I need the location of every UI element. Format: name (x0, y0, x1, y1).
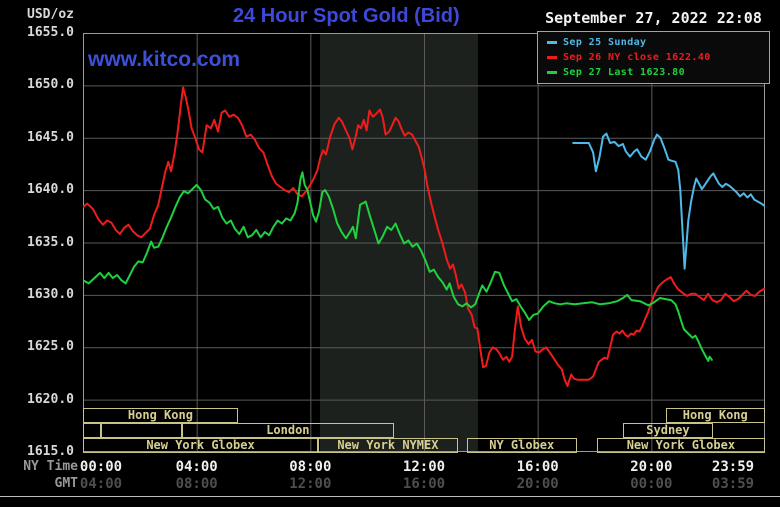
y-tick-label: 1645.0 (27, 129, 74, 145)
y-tick-label: 1650.0 (27, 77, 74, 93)
x-tick-gmt-time: 08:00 (175, 476, 218, 492)
legend-row: Sep 27 Last 1623.80 (547, 67, 769, 78)
x-tick-gmt-time: 00:00 (630, 476, 673, 492)
x-tick-gmt-time: 20:00 (516, 476, 559, 492)
session-box (83, 423, 101, 438)
legend-row: Sep 26 NY close 1622.40 (547, 52, 769, 63)
y-axis-units-label: USD/oz (27, 7, 74, 22)
session-box-hong-kong: Hong Kong (665, 408, 765, 423)
legend-label: Sep 26 NY close 1622.40 (563, 52, 711, 63)
x-tick-ny-time: 16:00 (516, 459, 559, 475)
y-tick-label: 1640.0 (27, 182, 74, 198)
session-box-hong-kong: Hong Kong (83, 408, 238, 423)
session-box-new-york-globex: New York Globex (596, 438, 765, 453)
session-box-london: London (181, 423, 394, 438)
price-line-0 (572, 132, 765, 270)
legend-row: Sep 25 Sunday (547, 37, 769, 48)
y-tick-label: 1615.0 (27, 444, 74, 459)
session-box (100, 423, 182, 438)
plot-border (83, 33, 765, 452)
x-tick-gmt-time: 16:00 (402, 476, 446, 492)
x-tick-gmt-time: 04:00 (79, 476, 123, 492)
x-tick-gmt-time: 12:00 (289, 476, 332, 492)
legend-label: Sep 27 Last 1623.80 (563, 67, 685, 78)
x-tick-ny-time: 23:59 (711, 459, 755, 475)
legend-box: Sep 25 Sunday Sep 26 NY close 1622.40 Sep … (537, 31, 770, 84)
y-tick-label: 1655.0 (27, 25, 74, 40)
x-tick-ny-time: 04:00 (175, 459, 218, 475)
y-tick-label: 1630.0 (27, 286, 74, 302)
chart-timestamp: September 27, 2022 22:08 (545, 9, 762, 27)
price-lines-svg (83, 33, 765, 452)
bottom-divider-line (0, 496, 780, 497)
x-tick-ny-time: 00:00 (79, 459, 123, 475)
price-line-1 (83, 86, 765, 387)
page-title: 24 Hour Spot Gold (Bid) (233, 5, 460, 27)
legend-dash-icon (547, 41, 557, 44)
legend-dash-icon (547, 71, 557, 74)
legend-dash-icon (547, 56, 557, 59)
session-box-sydney: Sydney (622, 423, 713, 438)
session-box-new-york-globex: New York Globex (83, 438, 318, 453)
legend-label: Sep 25 Sunday (563, 37, 647, 48)
x-tick-ny-time: 08:00 (289, 459, 332, 475)
y-tick-label: 1625.0 (27, 339, 74, 355)
y-tick-label: 1635.0 (27, 234, 74, 250)
price-line-2 (83, 171, 713, 362)
kitco-watermark: www.kitco.com (88, 48, 241, 71)
ny-time-axis-caption: NY Time (23, 459, 78, 474)
x-tick-ny-time: 20:00 (630, 459, 673, 475)
plot-area (83, 33, 765, 452)
x-tick-ny-time: 12:00 (402, 459, 446, 475)
session-box-ny-globex: NY Globex (466, 438, 577, 453)
gmt-axis-caption: GMT (54, 476, 78, 491)
x-tick-gmt-time: 03:59 (711, 476, 755, 492)
y-tick-label: 1620.0 (27, 391, 74, 407)
session-box-new-york-nymex: New York NYMEX (318, 438, 458, 453)
